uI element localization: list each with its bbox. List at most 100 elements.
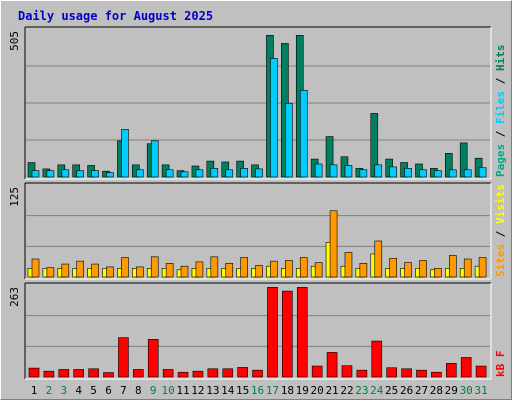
day-label-16: 16 [251, 384, 264, 397]
bar-sites-day-17 [270, 260, 278, 278]
bar-sites-day-4 [76, 260, 85, 278]
day-label-8: 8 [135, 384, 142, 397]
bar-files-day-31 [478, 167, 487, 178]
ymax-label: 505 [8, 31, 21, 51]
legend-entry: kB [494, 363, 507, 377]
bar-files-day-11 [180, 171, 189, 178]
bar-kbytes-day-20 [311, 365, 323, 378]
bar-sites-day-22 [344, 252, 353, 278]
chart-title: Daily usage for August 2025 [18, 9, 213, 23]
bar-files-day-17 [270, 58, 278, 178]
legend-entry: / [494, 77, 507, 91]
bar-sites-day-20 [314, 262, 323, 278]
day-label-4: 4 [75, 384, 82, 397]
bar-files-day-9 [150, 140, 159, 178]
bar-kbytes-day-15 [237, 367, 248, 378]
bar-sites-day-10 [165, 263, 174, 278]
bar-kbytes-day-27 [416, 369, 427, 378]
bar-kbytes-day-21 [326, 352, 338, 378]
bar-kbytes-day-8 [133, 369, 144, 378]
day-label-22: 22 [340, 384, 353, 397]
legend-kbytes: kB F [494, 351, 507, 378]
bar-files-day-2 [46, 170, 55, 178]
bar-sites-day-19 [299, 257, 308, 278]
day-label-26: 26 [400, 384, 413, 397]
panel-hits-files-pages: 505 Pages / Files / Hits [8, 26, 507, 180]
day-label-9: 9 [150, 384, 157, 397]
day-label-6: 6 [105, 384, 112, 397]
day-label-27: 27 [415, 384, 428, 397]
bar-sites-day-24 [374, 240, 383, 278]
bar-sites-day-27 [419, 260, 427, 278]
day-label-20: 20 [311, 384, 324, 397]
bar-kbytes-day-25 [386, 367, 397, 378]
bar-sites-day-5 [91, 263, 99, 278]
bar-files-day-15 [240, 168, 248, 178]
bar-sites-day-8 [136, 266, 144, 278]
bar-sites-day-11 [180, 265, 189, 278]
day-label-1: 1 [31, 384, 38, 397]
bar-sites-day-6 [106, 266, 114, 278]
legend-entry: / [494, 230, 507, 244]
legend-entry: Hits [494, 45, 507, 78]
plot-area [25, 183, 491, 279]
bar-files-day-8 [136, 169, 144, 178]
bar-files-day-14 [225, 169, 234, 178]
bar-sites-day-18 [285, 260, 293, 278]
bar-kbytes-day-19 [296, 287, 308, 378]
bar-kbytes-day-16 [252, 369, 263, 378]
bar-sites-day-28 [434, 268, 442, 278]
day-label-19: 19 [296, 384, 309, 397]
bar-hits-day-29 [444, 152, 453, 178]
legend-hits-files-pages: Pages / Files / Hits [494, 45, 507, 178]
bar-kbytes-day-29 [445, 363, 457, 378]
bar-sites-day-12 [195, 261, 204, 278]
bar-files-day-1 [31, 170, 40, 178]
bar-sites-day-26 [404, 262, 412, 278]
bar-kbytes-day-13 [207, 368, 219, 378]
bar-sites-day-15 [240, 257, 248, 278]
bar-files-day-25 [389, 166, 397, 178]
bar-sites-day-9 [150, 256, 159, 278]
day-label-23: 23 [355, 384, 368, 397]
bar-sites-day-23 [359, 263, 368, 278]
day-label-5: 5 [90, 384, 97, 397]
bar-kbytes-day-1 [28, 367, 40, 378]
day-label-15: 15 [236, 384, 249, 397]
bar-sites-day-14 [225, 263, 234, 278]
bar-kbytes-day-3 [58, 369, 70, 378]
bar-sites-day-1 [31, 258, 40, 278]
day-label-10: 10 [162, 384, 175, 397]
bar-kbytes-day-26 [401, 368, 412, 378]
bar-kbytes-day-22 [341, 365, 353, 378]
bar-sites-day-29 [448, 255, 457, 278]
bar-kbytes-day-9 [147, 339, 159, 378]
day-label-31: 31 [474, 384, 487, 397]
day-label-28: 28 [430, 384, 443, 397]
day-label-24: 24 [370, 384, 384, 397]
bar-kbytes-day-24 [371, 340, 383, 378]
day-label-2: 2 [46, 384, 53, 397]
bar-files-day-20 [314, 163, 323, 178]
bar-files-day-18 [285, 102, 293, 178]
bar-kbytes-day-31 [475, 365, 487, 378]
day-label-7: 7 [120, 384, 127, 397]
bar-files-day-22 [344, 165, 353, 178]
day-label-3: 3 [60, 384, 67, 397]
legend-visits-sites: Sites / Visits [494, 184, 507, 277]
bar-files-day-19 [299, 89, 308, 178]
bar-files-day-16 [255, 168, 263, 178]
bar-sites-day-7 [121, 257, 129, 278]
bar-sites-day-21 [329, 210, 338, 278]
day-label-13: 13 [206, 384, 219, 397]
bar-sites-day-30 [463, 258, 472, 278]
day-label-21: 21 [325, 384, 338, 397]
panel-visits-sites: 125 Sites / Visits [8, 182, 507, 280]
bar-kbytes-day-11 [177, 371, 189, 378]
day-label-11: 11 [176, 384, 189, 397]
bar-kbytes-day-28 [431, 371, 442, 378]
bar-kbytes-day-18 [282, 290, 293, 378]
bar-kbytes-day-30 [460, 357, 472, 378]
bar-files-day-13 [210, 168, 219, 178]
